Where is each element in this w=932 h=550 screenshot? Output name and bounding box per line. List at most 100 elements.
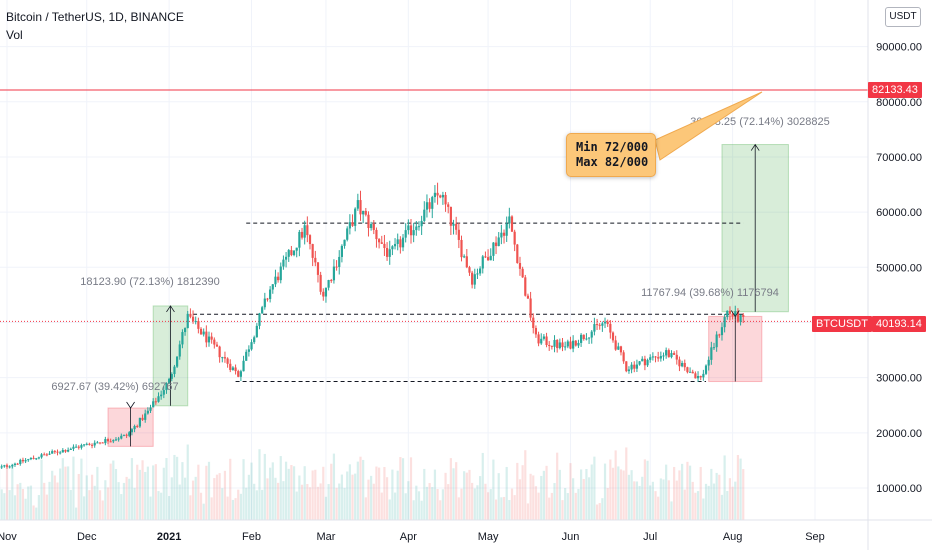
- volume-bar: [606, 487, 609, 520]
- volume-bar: [101, 500, 104, 520]
- volume-bar: [734, 481, 737, 520]
- volume-bar: [327, 484, 330, 520]
- volume-bar: [237, 489, 240, 520]
- candle-body: [675, 354, 678, 360]
- volume-bar: [375, 466, 378, 520]
- volume-bar: [728, 478, 732, 520]
- measure-arrowhead: [750, 143, 760, 151]
- volume-bar: [152, 465, 155, 520]
- volume-bar: [641, 476, 644, 520]
- volume-bar: [396, 470, 399, 520]
- candle-body: [154, 401, 157, 403]
- volume-bar: [736, 455, 740, 520]
- volume-bar: [518, 479, 522, 520]
- volume-bar: [633, 481, 636, 520]
- volume-bar: [120, 494, 123, 520]
- candle-body: [630, 364, 633, 370]
- volume-bar: [516, 462, 519, 520]
- volume-bar: [627, 474, 631, 520]
- candle-body: [651, 356, 654, 358]
- candle-body: [104, 439, 107, 444]
- candle-body: [324, 287, 328, 297]
- candle-body: [61, 450, 64, 453]
- volume-bar: [657, 496, 660, 520]
- volume-bar: [417, 491, 421, 520]
- volume-bar: [630, 470, 633, 520]
- candle-body: [465, 256, 468, 268]
- candle-body: [128, 432, 131, 436]
- candle-body: [489, 255, 492, 261]
- candle-body: [261, 307, 264, 314]
- candle-body: [399, 239, 402, 248]
- candle-body: [144, 413, 147, 420]
- candle-body: [688, 371, 692, 373]
- candle-body: [516, 244, 519, 264]
- candle-body: [295, 247, 298, 251]
- candle-body: [569, 341, 572, 349]
- candle-body: [101, 442, 104, 444]
- volume-bar: [178, 484, 181, 520]
- measure-arrowhead: [126, 401, 135, 409]
- volume-bar: [48, 481, 51, 520]
- volume-bar: [439, 500, 442, 520]
- volume-bar: [133, 487, 136, 520]
- candle-body: [691, 371, 694, 374]
- price-tick-label: 90000.00: [876, 42, 922, 54]
- volume-bar: [367, 479, 370, 520]
- candle-body: [550, 345, 553, 347]
- candle-body: [109, 441, 112, 443]
- candle-body: [88, 443, 91, 445]
- candle-body: [601, 323, 604, 326]
- volume-bar: [649, 485, 652, 520]
- volume-bar: [144, 471, 147, 520]
- volume-bar: [37, 495, 40, 520]
- volume-bar: [32, 505, 35, 520]
- volume-bar: [452, 468, 455, 520]
- candle-body: [67, 449, 70, 452]
- price-tick-label: 50000.00: [876, 262, 922, 274]
- candle-body: [271, 284, 274, 290]
- candle-body: [614, 340, 617, 350]
- volume-bar: [638, 485, 641, 520]
- volume-bar: [88, 490, 91, 520]
- candle-body: [162, 390, 165, 395]
- target-note[interactable]: Min 72/000 Max 82/000: [566, 133, 656, 177]
- volume-bar: [45, 494, 48, 520]
- candle-body: [186, 313, 189, 329]
- volume-bar: [502, 496, 506, 520]
- volume-bar: [436, 488, 439, 520]
- volume-bar: [40, 459, 43, 520]
- volume-bar: [234, 498, 237, 520]
- candle-body: [502, 232, 506, 236]
- volume-bar: [553, 483, 556, 520]
- volume-bar: [75, 507, 78, 520]
- candle-body: [667, 350, 670, 358]
- candle-body: [90, 444, 94, 446]
- candle-body: [441, 194, 444, 198]
- volume-bar: [447, 484, 450, 520]
- volume-indicator-label[interactable]: Vol: [6, 28, 23, 42]
- candle-body: [5, 465, 9, 467]
- volume-bar: [715, 472, 718, 520]
- volume-bar: [494, 499, 498, 520]
- volume-bar: [168, 496, 171, 520]
- candle-body: [425, 202, 429, 210]
- currency-unit-button[interactable]: USDT: [885, 7, 921, 27]
- candle-body: [354, 208, 357, 226]
- candle-body: [654, 356, 657, 358]
- candle-body: [152, 401, 155, 408]
- volume-bar: [27, 486, 30, 520]
- candle-body: [524, 277, 527, 296]
- volume-bar: [5, 464, 9, 520]
- candle-body: [468, 267, 471, 273]
- candle-body: [282, 259, 285, 267]
- candle-body: [558, 342, 561, 349]
- candle-body: [657, 357, 660, 359]
- volume-bar: [534, 486, 538, 520]
- candle-body: [481, 256, 484, 269]
- candle-body: [359, 200, 362, 215]
- volume-bar: [106, 487, 110, 520]
- volume-bar: [191, 480, 195, 520]
- volume-bar: [529, 473, 532, 520]
